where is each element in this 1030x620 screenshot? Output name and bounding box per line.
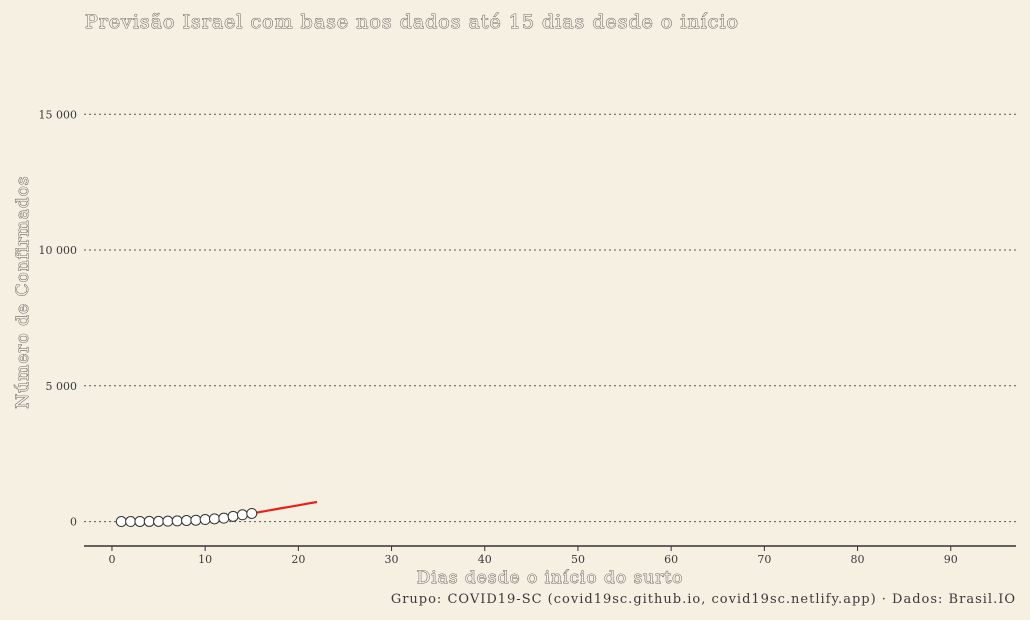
x-axis-title: Dias desde o início do surto xyxy=(417,568,684,588)
x-tick-label: 20 xyxy=(291,553,305,566)
observed-point xyxy=(236,509,248,521)
observed-point xyxy=(208,513,220,525)
chart-caption: Grupo: COVID19-SC (covid19sc.github.io, … xyxy=(391,592,1016,607)
y-tick-label: 5 000 xyxy=(46,380,78,393)
y-axis-ticks: 0 5 000 10 000 15 000 xyxy=(39,108,78,528)
observed-point xyxy=(181,515,193,527)
observed-point xyxy=(190,514,202,526)
observed-point xyxy=(227,510,239,522)
x-tick-label: 70 xyxy=(757,553,771,566)
x-tick-label: 50 xyxy=(571,553,585,566)
observed-point xyxy=(125,516,137,528)
observed-point xyxy=(134,515,146,527)
forecast-series xyxy=(251,500,318,515)
observed-point xyxy=(115,516,127,528)
x-axis-ticks: 0 10 20 30 40 50 60 70 80 90 xyxy=(108,546,958,566)
y-tick-label: 0 xyxy=(70,516,77,529)
observed-point xyxy=(143,515,155,527)
y-tick-label: 10 000 xyxy=(39,244,78,257)
observed-point xyxy=(162,515,174,527)
grid-lines xyxy=(84,113,1016,523)
observed-point xyxy=(199,514,211,526)
x-tick-label: 40 xyxy=(478,553,492,566)
x-tick-label: 0 xyxy=(108,553,115,566)
x-tick-label: 60 xyxy=(664,553,678,566)
x-tick-label: 90 xyxy=(944,553,958,566)
x-tick-label: 10 xyxy=(198,553,212,566)
forecast-line xyxy=(251,500,318,515)
x-tick-label: 30 xyxy=(385,553,399,566)
observed-point xyxy=(246,507,258,519)
chart-title: Previsão Israel com base nos dados até 1… xyxy=(85,11,739,33)
y-tick-label: 15 000 xyxy=(39,108,78,121)
observed-point xyxy=(218,512,230,524)
y-axis-title: Número de Confirmados xyxy=(13,175,33,408)
observed-series xyxy=(115,507,258,528)
observed-point xyxy=(153,515,165,527)
observed-point xyxy=(171,515,183,527)
x-tick-label: 80 xyxy=(851,553,865,566)
